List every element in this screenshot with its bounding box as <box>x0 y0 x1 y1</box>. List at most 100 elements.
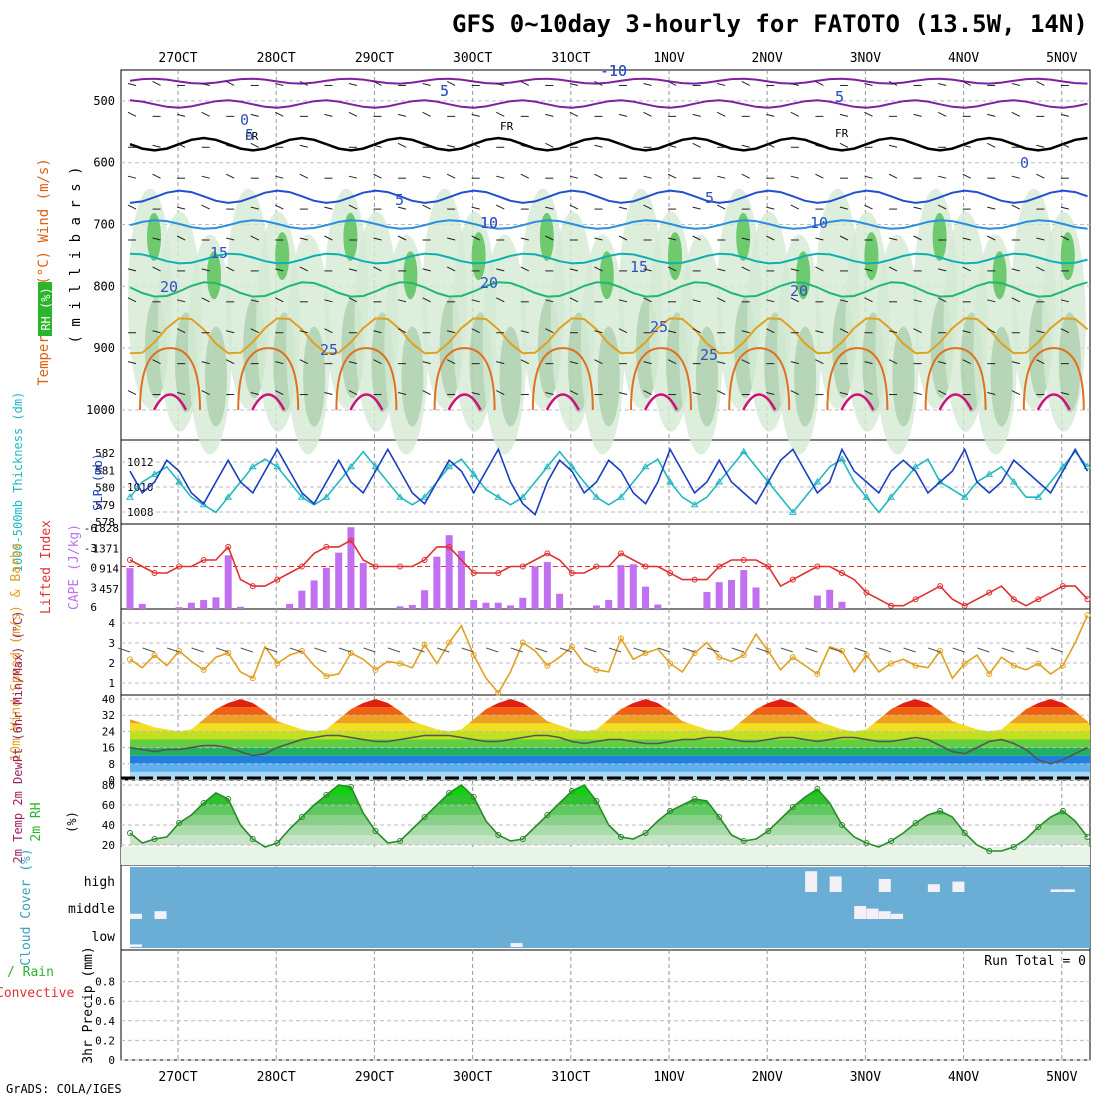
isotherm-label: 15 <box>630 258 648 276</box>
data-marker <box>323 543 330 550</box>
rh-tick: 80 <box>102 779 115 792</box>
cloud-bar-high <box>1062 889 1075 892</box>
date-label-bottom: 31OCT <box>551 1070 590 1085</box>
date-label-top: 4NOV <box>948 51 979 66</box>
wind-barb <box>299 330 308 334</box>
temp-band <box>130 747 1090 756</box>
wind-barb <box>324 299 333 303</box>
precip-tick: 0.8 <box>95 976 115 989</box>
isotherm-30-loop <box>728 347 791 411</box>
wind-barb <box>520 330 529 334</box>
wind-barb <box>741 173 750 179</box>
cape-bar <box>507 605 515 609</box>
data-marker <box>396 493 404 500</box>
ylabel-pressure: ( m i l l i b a r s ) <box>68 166 84 343</box>
wind-barb <box>520 173 530 179</box>
data-marker <box>470 652 477 659</box>
ylabel-cape: CAPE (J/kg) <box>67 524 82 610</box>
data-marker <box>274 660 281 667</box>
data-marker <box>740 838 747 844</box>
data-marker <box>937 808 944 814</box>
pressure-tick: 800 <box>93 279 115 293</box>
wind-barb <box>422 111 431 117</box>
data-marker <box>592 493 601 500</box>
data-marker <box>371 462 380 470</box>
data-marker <box>1035 596 1042 603</box>
date-label-bottom: 3NOV <box>850 1070 881 1085</box>
wind-barb <box>766 113 775 117</box>
wind-barb <box>373 173 382 179</box>
wind-barb <box>594 144 603 148</box>
data-marker <box>888 602 895 609</box>
wind-barb <box>839 299 849 303</box>
wind-barb <box>741 359 750 365</box>
wind10-barb <box>363 647 376 653</box>
wind-barb <box>496 390 505 395</box>
wind-barb <box>176 235 186 241</box>
temp-band <box>130 763 1090 772</box>
cape-bar <box>654 604 662 609</box>
wind10-barb <box>584 647 597 653</box>
rh-blob-mid <box>401 326 424 427</box>
wind-barb <box>569 390 579 395</box>
data-marker <box>1083 462 1092 470</box>
data-marker <box>176 820 183 826</box>
temp-tick: 0 <box>108 774 115 787</box>
cape-bar <box>592 605 600 609</box>
data-marker <box>691 650 698 657</box>
isotherm-30-loop <box>335 347 398 411</box>
isotherm-30-loop <box>433 347 496 411</box>
date-label-bottom: 29OCT <box>355 1070 394 1085</box>
wind-barb <box>127 361 137 365</box>
wind-barb <box>766 328 775 334</box>
li-line-markers <box>127 537 1091 609</box>
rh-blob-mid <box>990 326 1013 427</box>
wind-barb <box>348 268 358 272</box>
wind10-barb <box>265 647 278 653</box>
cloud-bar-high <box>927 884 940 892</box>
wind-barb <box>1060 299 1070 303</box>
wind-barb <box>397 235 407 241</box>
data-marker <box>666 478 674 485</box>
data-marker <box>544 812 551 818</box>
wind-barb <box>864 390 873 395</box>
wind-barb <box>176 328 186 334</box>
rh-band <box>130 795 1090 805</box>
data-marker <box>814 786 821 792</box>
isotherm-35-loop <box>447 393 482 411</box>
data-marker <box>421 814 428 820</box>
wind-barb <box>667 144 677 148</box>
wind-barb <box>815 144 824 148</box>
data-marker <box>543 462 552 470</box>
wind-barb <box>1060 113 1070 117</box>
data-marker <box>667 660 674 667</box>
data-marker <box>986 589 993 596</box>
wind-barb <box>594 173 603 179</box>
data-marker <box>789 576 796 583</box>
wind10-barb <box>657 647 671 653</box>
wind-barb <box>201 390 210 395</box>
wind-barb <box>594 266 603 272</box>
isotherm-label: 5 <box>440 82 449 100</box>
wind-barb <box>937 297 947 303</box>
cape-tick: 1371 <box>93 542 120 555</box>
data-marker <box>593 798 600 804</box>
data-marker <box>420 493 429 500</box>
wind10-barb <box>559 647 573 653</box>
wind-barb <box>937 111 947 117</box>
isotherm-30-loop <box>139 347 201 411</box>
isotherm-label: -10 <box>600 62 627 80</box>
wind-barb <box>692 328 701 334</box>
wind-barb <box>250 328 259 334</box>
data-marker <box>495 689 502 696</box>
wind-barb <box>152 144 161 148</box>
data-marker <box>274 840 281 846</box>
temp-band <box>130 715 1090 724</box>
cloud-level-label: high <box>84 875 115 890</box>
cape-bar <box>126 568 134 609</box>
data-marker <box>618 635 624 642</box>
data-marker <box>446 543 453 550</box>
cloud-bar-middle <box>866 908 879 919</box>
data-marker <box>151 652 158 659</box>
